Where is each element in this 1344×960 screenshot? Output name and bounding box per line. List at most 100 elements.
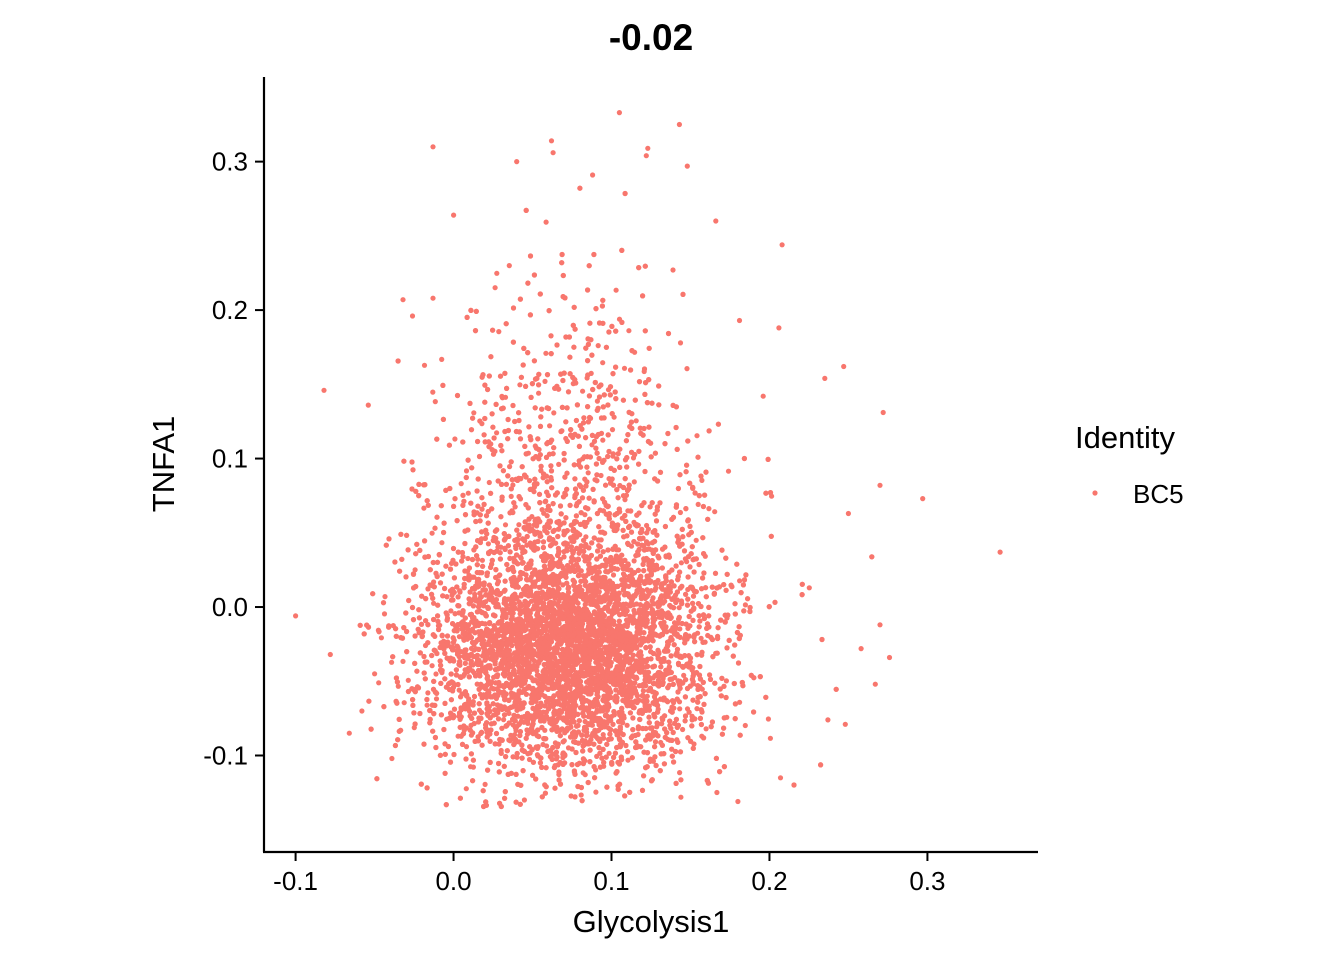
- data-point: [448, 608, 454, 614]
- data-point: [501, 717, 507, 723]
- data-point: [677, 706, 683, 712]
- data-point: [606, 750, 612, 756]
- scatter-points: [293, 110, 1003, 810]
- data-point: [600, 437, 606, 443]
- data-point: [429, 530, 435, 536]
- data-point: [463, 744, 470, 750]
- data-point: [479, 557, 485, 563]
- data-point: [441, 726, 447, 733]
- data-point: [471, 410, 477, 416]
- data-point: [677, 626, 683, 632]
- data-point: [543, 219, 549, 225]
- data-point: [742, 602, 749, 608]
- data-point: [568, 793, 574, 799]
- data-point: [698, 635, 704, 641]
- data-point: [609, 427, 616, 433]
- data-point: [401, 700, 407, 706]
- data-point: [494, 270, 500, 276]
- data-point: [516, 522, 522, 528]
- data-point: [699, 477, 705, 483]
- data-point: [551, 410, 557, 416]
- data-point: [477, 418, 483, 424]
- data-point: [450, 545, 457, 552]
- data-point: [492, 285, 498, 291]
- data-point: [593, 789, 599, 795]
- data-point: [765, 716, 772, 722]
- data-point: [465, 555, 471, 562]
- data-point: [514, 754, 520, 760]
- data-point: [602, 631, 608, 637]
- data-point: [707, 672, 713, 678]
- data-point: [521, 797, 528, 803]
- data-point: [378, 635, 384, 641]
- data-point: [580, 388, 586, 394]
- data-point: [444, 617, 450, 623]
- data-point: [556, 771, 562, 778]
- data-point: [531, 489, 537, 495]
- data-point: [463, 474, 469, 481]
- data-point: [560, 582, 566, 588]
- data-point: [737, 699, 743, 705]
- data-point: [439, 540, 445, 546]
- data-point: [677, 770, 683, 776]
- data-point: [631, 558, 637, 564]
- data-point: [594, 398, 601, 404]
- data-point: [502, 522, 509, 528]
- data-point: [680, 726, 686, 733]
- data-point: [506, 263, 512, 269]
- data-point: [578, 792, 584, 798]
- data-point: [603, 482, 609, 488]
- data-point: [677, 340, 684, 346]
- data-point: [456, 634, 462, 640]
- chart-title: -0.02: [609, 17, 693, 58]
- data-point: [507, 464, 513, 470]
- data-point: [448, 597, 454, 603]
- data-point: [376, 680, 382, 686]
- data-point: [625, 757, 631, 763]
- data-point: [458, 481, 464, 487]
- data-point: [622, 497, 628, 503]
- data-point: [543, 350, 549, 356]
- data-point: [511, 732, 518, 738]
- data-point: [494, 430, 500, 436]
- data-point: [496, 329, 502, 335]
- data-point: [405, 677, 411, 683]
- data-point: [737, 578, 743, 584]
- data-point: [562, 730, 568, 736]
- data-point: [544, 743, 550, 749]
- data-point: [504, 561, 510, 568]
- data-point: [456, 687, 462, 693]
- data-point: [429, 663, 435, 669]
- data-point: [684, 366, 690, 372]
- data-point: [694, 433, 700, 439]
- data-point: [389, 659, 395, 665]
- data-point: [382, 594, 388, 600]
- data-point: [463, 786, 469, 792]
- data-point: [433, 696, 440, 702]
- data-point: [508, 493, 514, 499]
- data-point: [631, 479, 637, 485]
- data-point: [517, 382, 523, 388]
- data-point: [714, 789, 720, 796]
- data-point: [694, 706, 700, 712]
- data-point: [706, 506, 712, 512]
- data-point: [381, 611, 388, 617]
- data-point: [681, 672, 687, 679]
- data-point: [482, 781, 488, 788]
- data-point: [400, 658, 406, 665]
- data-point: [470, 764, 476, 770]
- data-point: [432, 399, 438, 405]
- data-point: [613, 287, 619, 293]
- data-point: [678, 560, 685, 566]
- data-point: [734, 561, 740, 567]
- data-point: [676, 605, 682, 611]
- data-point: [670, 267, 676, 273]
- data-point: [693, 537, 699, 543]
- data-point: [610, 572, 617, 578]
- data-point: [456, 610, 462, 616]
- data-point: [453, 667, 459, 673]
- data-point: [678, 794, 684, 800]
- data-point: [600, 360, 606, 366]
- data-point: [556, 461, 562, 467]
